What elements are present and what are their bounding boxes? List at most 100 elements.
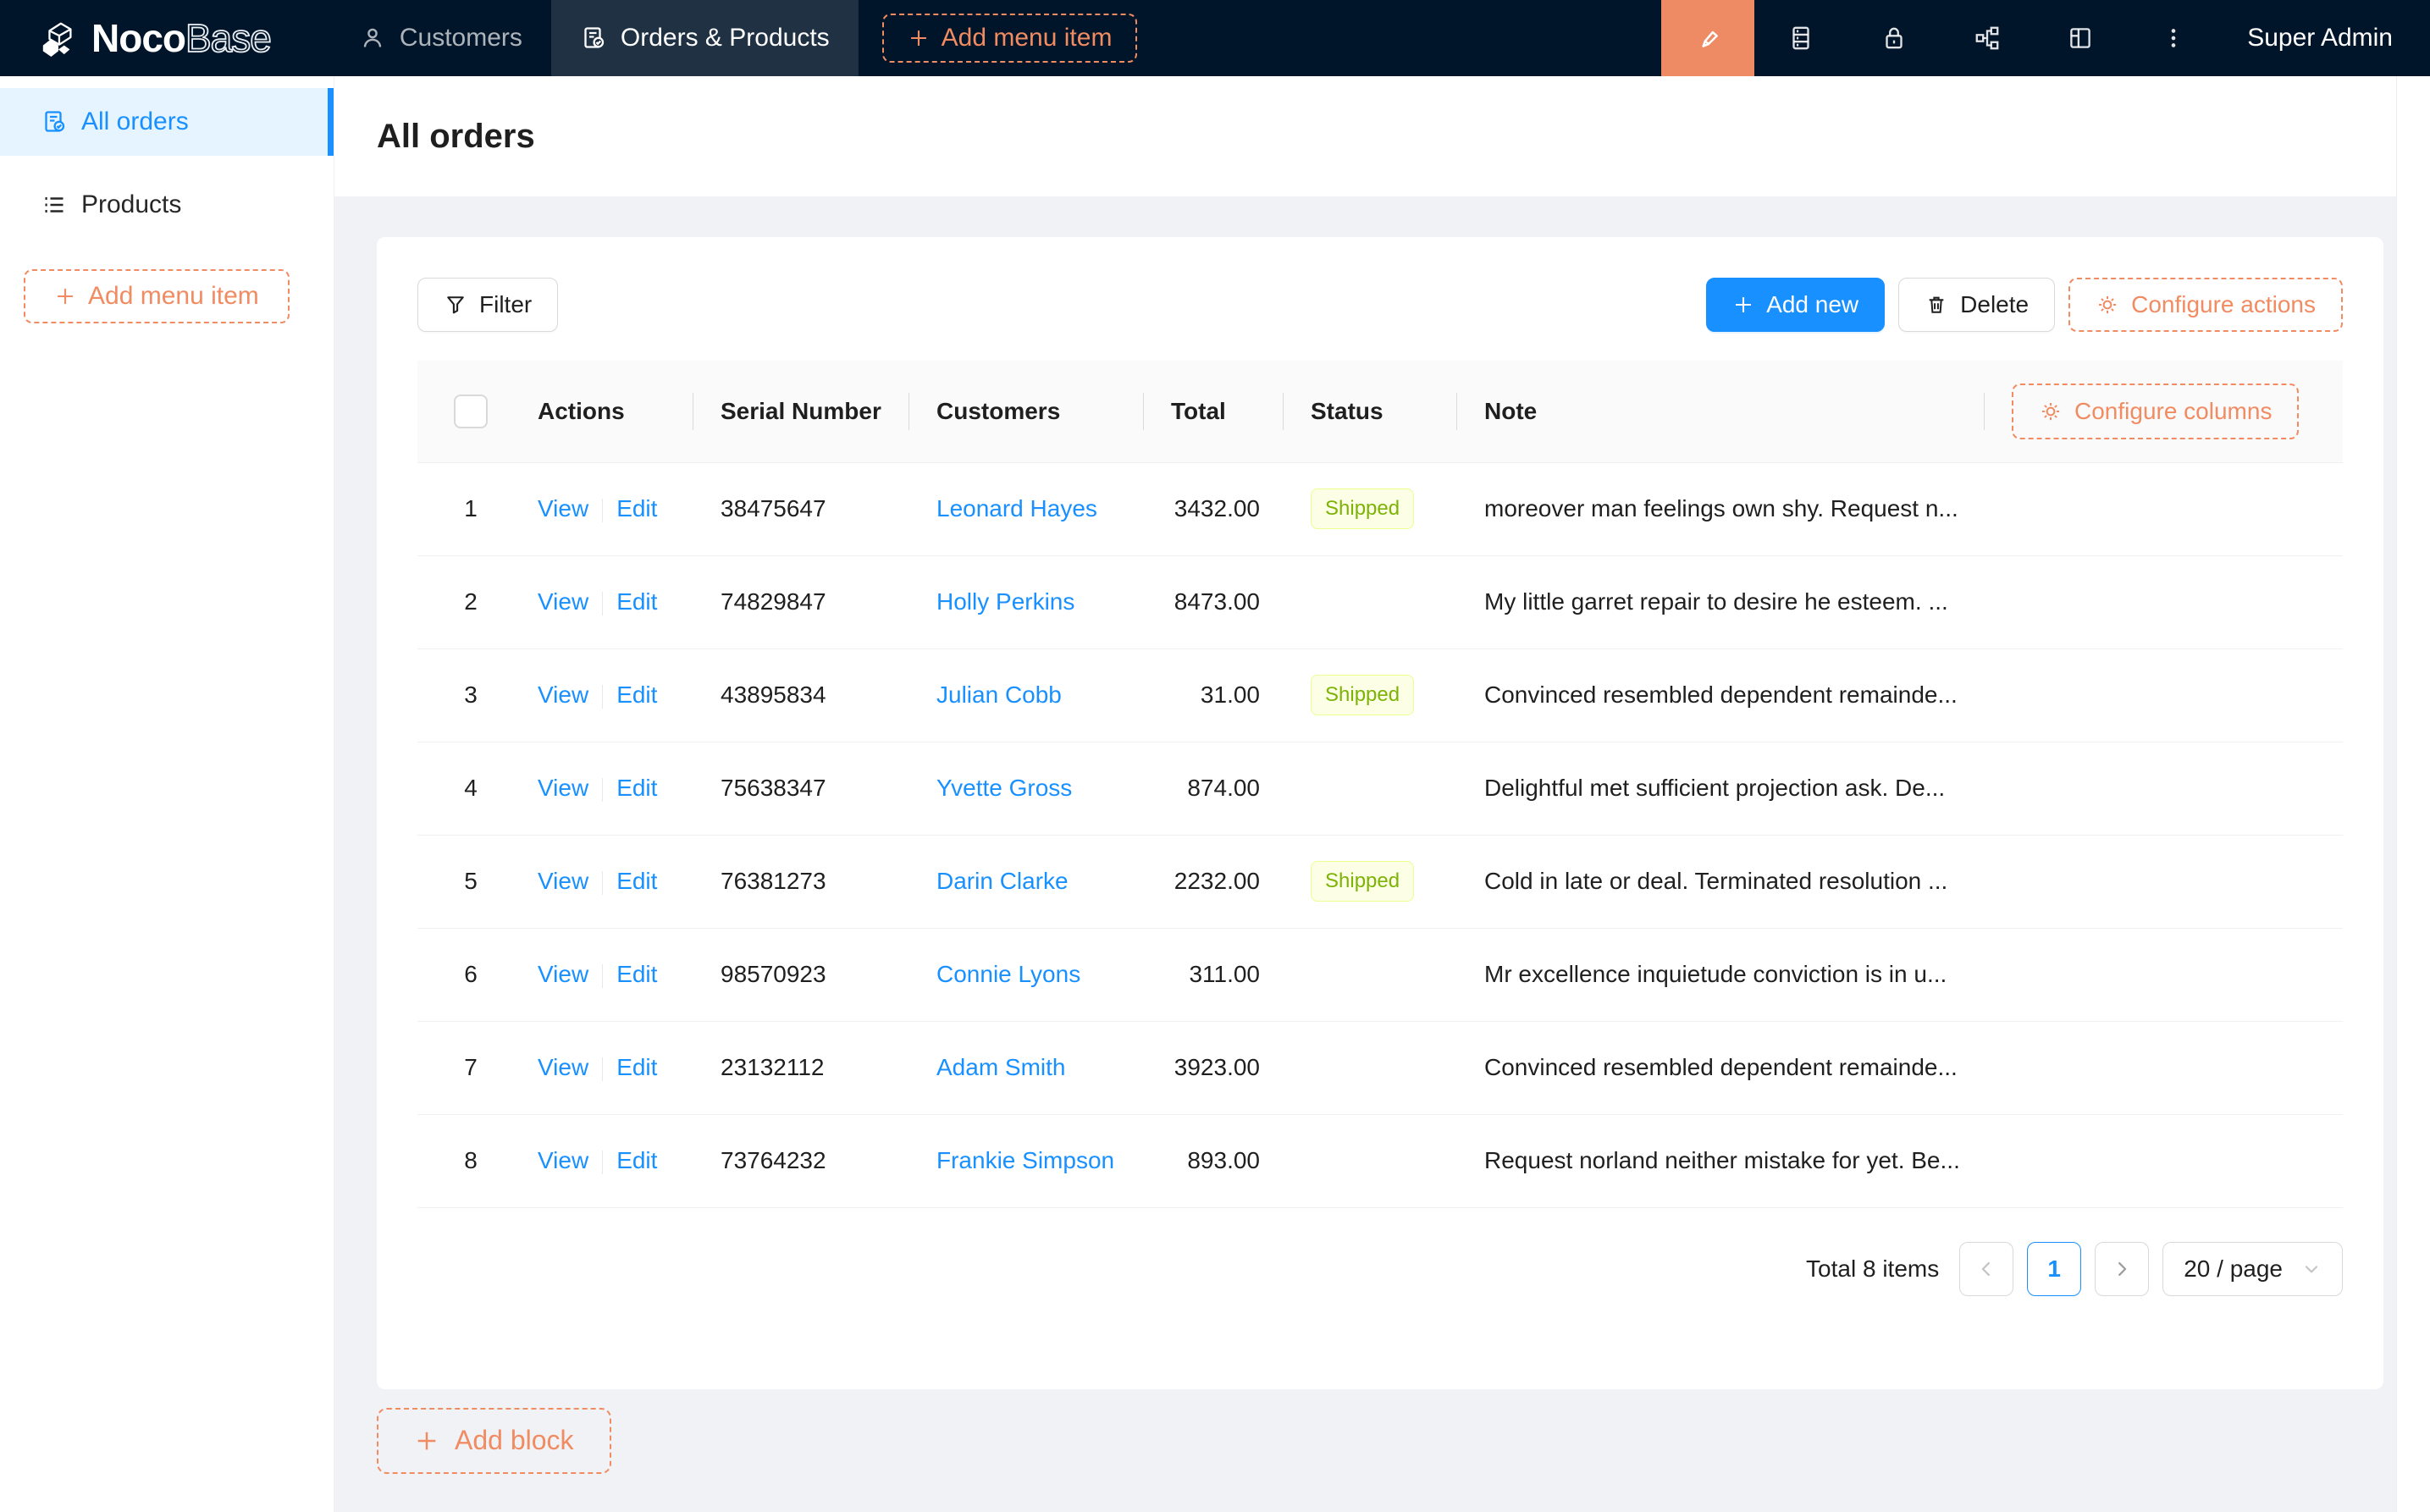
view-link[interactable]: View <box>538 961 589 987</box>
add-new-button[interactable]: Add new <box>1706 278 1886 332</box>
edit-link[interactable]: Edit <box>616 961 658 987</box>
link-divider <box>602 684 604 709</box>
customer-link[interactable]: Connie Lyons <box>936 961 1081 987</box>
database-icon <box>1787 24 1815 52</box>
view-link[interactable]: View <box>538 588 589 615</box>
sidebar-add-menu-item-button[interactable]: Add menu item <box>24 269 290 323</box>
link-divider <box>602 963 604 988</box>
filter-button[interactable]: Filter <box>417 278 559 332</box>
layout-button[interactable] <box>2034 0 2127 76</box>
orders-doc-icon <box>580 25 607 52</box>
collections-button[interactable] <box>1754 0 1847 76</box>
layout-panel-icon <box>2066 24 2095 52</box>
brand-name: NocoBase <box>91 15 273 61</box>
customer-link[interactable]: Darin Clarke <box>936 868 1069 894</box>
ui-editor-button[interactable] <box>1661 0 1755 76</box>
row-index: 6 <box>464 961 478 987</box>
header-add-menu-item-button[interactable]: Add menu item <box>881 14 1138 63</box>
view-link[interactable]: View <box>538 1147 589 1173</box>
app-logo[interactable]: NocoBase <box>0 0 330 76</box>
user-menu[interactable]: Super Admin <box>2220 0 2430 76</box>
note-text: moreover man feelings own shy. Request n… <box>1484 495 1958 521</box>
pagination-page-1[interactable]: 1 <box>2027 1241 2082 1296</box>
more-vertical-icon <box>2159 24 2188 52</box>
order-total: 893.00 <box>1187 1147 1260 1173</box>
view-link[interactable]: View <box>538 682 589 708</box>
customer-link[interactable]: Julian Cobb <box>936 682 1062 708</box>
configure-actions-label: Configure actions <box>2131 291 2316 317</box>
chevron-down-icon <box>2301 1259 2322 1279</box>
row-index: 8 <box>464 1147 478 1173</box>
serial-number: 43895834 <box>721 682 826 708</box>
orders-table-block: Filter Add new <box>377 237 2383 1389</box>
serial-number: 38475647 <box>721 495 826 521</box>
edit-link[interactable]: Edit <box>616 588 658 615</box>
order-total: 3432.00 <box>1174 495 1260 521</box>
pagination: Total 8 items 1 20 / page <box>417 1241 2343 1296</box>
column-header-total: Total <box>1144 361 1284 463</box>
row-index: 4 <box>464 775 478 801</box>
table-row: 8 View Edit 73764232 Frankie Simpson 893.… <box>417 1114 2343 1208</box>
customer-link[interactable]: Leonard Hayes <box>936 495 1097 521</box>
table-row: 3 View Edit 43895834 Julian Cobb 31.00 Sh… <box>417 648 2343 742</box>
nav-tab-orders-products[interactable]: Orders & Products <box>550 0 859 76</box>
view-link[interactable]: View <box>538 868 589 894</box>
select-all-checkbox[interactable] <box>454 394 488 428</box>
pagination-prev-button[interactable] <box>1959 1241 2014 1296</box>
add-block-label: Add block <box>455 1425 574 1455</box>
page-size-select[interactable]: 20 / page <box>2162 1241 2343 1296</box>
link-divider <box>602 1150 604 1174</box>
configure-actions-button[interactable]: Configure actions <box>2068 278 2343 332</box>
customer-link[interactable]: Yvette Gross <box>936 775 1073 801</box>
pagination-next-button[interactable] <box>2095 1241 2150 1296</box>
column-header-customers: Customers <box>909 361 1144 463</box>
sidebar-item-products[interactable]: Products <box>0 171 334 239</box>
table-row: 5 View Edit 76381273 Darin Clarke 2232.00… <box>417 835 2343 929</box>
workflow-button[interactable] <box>1941 0 2034 76</box>
scrollbar-track <box>2396 76 2430 1512</box>
delete-button[interactable]: Delete <box>1898 278 2056 332</box>
order-total: 311.00 <box>1189 961 1260 987</box>
table-row: 7 View Edit 23132112 Adam Smith 3923.00 C… <box>417 1021 2343 1115</box>
edit-link[interactable]: Edit <box>616 1054 658 1080</box>
plus-icon <box>414 1428 439 1454</box>
status-badge: Shipped <box>1311 675 1415 715</box>
link-divider <box>602 591 604 615</box>
table-row: 2 View Edit 74829847 Holly Perkins 8473.0… <box>417 555 2343 649</box>
more-options-button[interactable] <box>2127 0 2220 76</box>
view-link[interactable]: View <box>538 775 589 801</box>
sidebar-item-all-orders[interactable]: All orders <box>0 88 334 156</box>
configure-columns-label: Configure columns <box>2074 397 2273 424</box>
configure-columns-button[interactable]: Configure columns <box>2012 383 2300 439</box>
view-link[interactable]: View <box>538 1054 589 1080</box>
serial-number: 76381273 <box>721 868 826 894</box>
edit-link[interactable]: Edit <box>616 775 658 801</box>
edit-link[interactable]: Edit <box>616 495 658 521</box>
customer-link[interactable]: Adam Smith <box>936 1054 1066 1080</box>
workflow-icon <box>1973 24 2002 52</box>
permissions-button[interactable] <box>1847 0 1941 76</box>
sidebar: All orders Products Add menu item <box>0 76 334 1512</box>
customer-link[interactable]: Frankie Simpson <box>936 1147 1115 1173</box>
page-title: All orders <box>377 117 535 155</box>
sidebar-add-menu-item-label: Add menu item <box>88 282 259 310</box>
row-index: 7 <box>464 1054 478 1080</box>
serial-number: 74829847 <box>721 588 826 615</box>
plus-icon <box>54 285 76 307</box>
nav-tab-customers[interactable]: Customers <box>330 0 551 76</box>
gear-icon <box>2096 293 2119 317</box>
column-header-serial-number: Serial Number <box>693 361 909 463</box>
content-area: Filter Add new <box>334 196 2430 1512</box>
edit-link[interactable]: Edit <box>616 1147 658 1173</box>
order-total: 2232.00 <box>1174 868 1260 894</box>
orders-doc-icon <box>41 108 68 135</box>
add-block-button[interactable]: Add block <box>377 1407 611 1474</box>
list-icon <box>41 191 68 218</box>
customer-link[interactable]: Holly Perkins <box>936 588 1075 615</box>
order-total: 874.00 <box>1187 775 1260 801</box>
edit-link[interactable]: Edit <box>616 868 658 894</box>
note-text: My little garret repair to desire he est… <box>1484 588 1948 615</box>
edit-link[interactable]: Edit <box>616 682 658 708</box>
gear-icon <box>2039 400 2063 423</box>
view-link[interactable]: View <box>538 495 589 521</box>
